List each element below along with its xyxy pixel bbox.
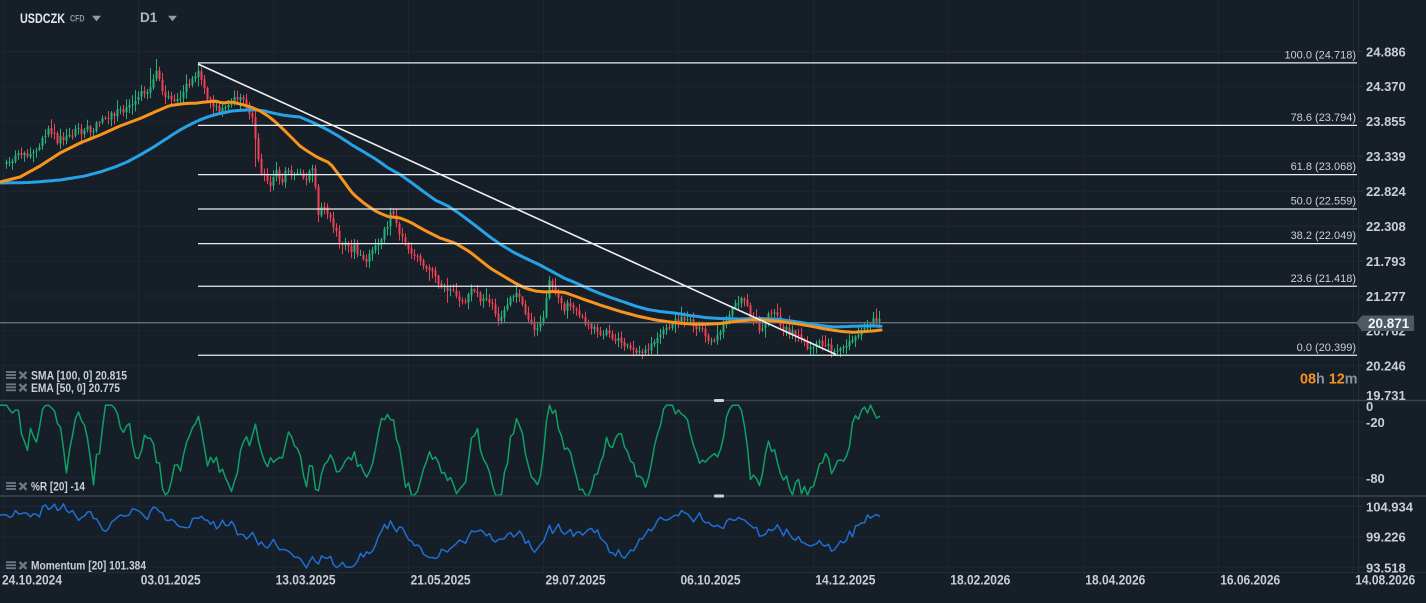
svg-text:29.07.2025: 29.07.2025 [546,573,606,588]
svg-text:USDCZK: USDCZK [20,11,65,26]
svg-text:-20: -20 [1366,415,1385,430]
svg-text:21.793: 21.793 [1366,254,1406,269]
svg-text:EMA [50, 0] 20.775: EMA [50, 0] 20.775 [31,381,120,395]
svg-text:104.934: 104.934 [1366,499,1414,514]
svg-text:24.886: 24.886 [1366,44,1406,59]
svg-text:-80: -80 [1366,471,1385,486]
svg-text:24.10.2024: 24.10.2024 [2,573,62,588]
svg-text:22.824: 22.824 [1366,184,1407,199]
svg-text:22.308: 22.308 [1366,219,1406,234]
svg-text:23.339: 23.339 [1366,149,1406,164]
svg-text:38.2 (22.049): 38.2 (22.049) [1291,230,1356,242]
svg-text:24.370: 24.370 [1366,79,1406,94]
svg-text:13.03.2025: 13.03.2025 [276,573,336,588]
svg-text:D1: D1 [140,10,158,25]
svg-text:06.10.2025: 06.10.2025 [681,573,741,588]
svg-text:Momentum [20] 101.384: Momentum [20] 101.384 [31,559,146,573]
svg-text:03.01.2025: 03.01.2025 [141,573,201,588]
svg-text:93.518: 93.518 [1366,560,1406,575]
svg-text:21.05.2025: 21.05.2025 [411,573,471,588]
svg-text:20.246: 20.246 [1366,359,1406,374]
svg-text:18.04.2026: 18.04.2026 [1085,573,1145,588]
svg-text:SMA [100, 0] 20.815: SMA [100, 0] 20.815 [31,369,127,383]
svg-text:18.02.2026: 18.02.2026 [950,573,1010,588]
svg-text:14.08.2026: 14.08.2026 [1355,573,1415,588]
svg-text:61.8 (23.068): 61.8 (23.068) [1291,161,1356,173]
svg-text:100.0 (24.718): 100.0 (24.718) [1284,49,1356,61]
svg-text:CFD: CFD [70,13,85,23]
svg-text:08h 12m: 08h 12m [1300,370,1358,387]
svg-text:%R [20] -14: %R [20] -14 [31,480,85,494]
svg-text:0.0 (20.399): 0.0 (20.399) [1297,342,1356,354]
svg-text:23.6 (21.418): 23.6 (21.418) [1291,273,1356,285]
svg-text:19.731: 19.731 [1366,388,1406,403]
svg-text:99.226: 99.226 [1366,530,1406,545]
svg-text:0: 0 [1366,399,1373,414]
svg-text:23.855: 23.855 [1366,114,1406,129]
svg-text:21.277: 21.277 [1366,289,1406,304]
svg-text:78.6 (23.794): 78.6 (23.794) [1291,112,1356,124]
svg-text:50.0 (22.559): 50.0 (22.559) [1291,196,1356,208]
svg-text:20.871: 20.871 [1368,316,1410,331]
svg-text:16.06.2026: 16.06.2026 [1220,573,1280,588]
svg-text:14.12.2025: 14.12.2025 [815,573,875,588]
